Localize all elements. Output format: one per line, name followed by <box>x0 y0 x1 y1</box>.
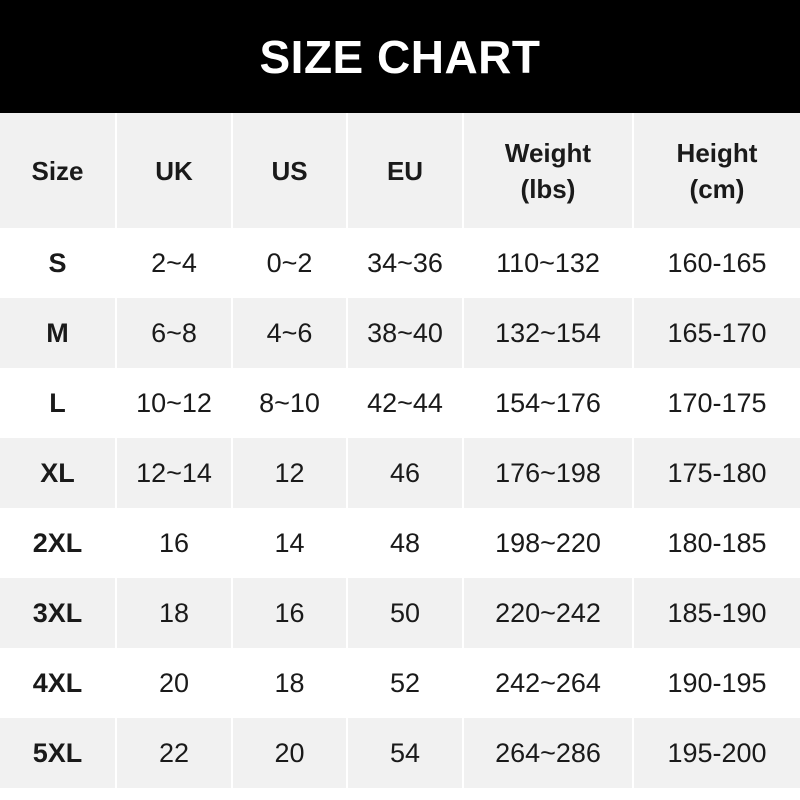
cell-eu: 52 <box>346 648 463 718</box>
cell-weight: 154~176 <box>462 368 633 438</box>
header-us: US <box>231 113 347 228</box>
cell-weight: 132~154 <box>462 298 633 368</box>
cell-weight: 176~198 <box>462 438 633 508</box>
cell-size: 4XL <box>32 667 83 698</box>
size-chart-title: SIZE CHART <box>0 0 800 113</box>
header-label: Weight <box>504 137 592 168</box>
cell-uk: 20 <box>115 648 232 718</box>
header-label: UK <box>155 155 193 186</box>
cell-uk: 22 <box>115 718 232 788</box>
cell-uk: 10~12 <box>115 368 232 438</box>
table-row: 4XL 20 18 52 242~264 190-195 <box>0 648 800 718</box>
cell-weight: 220~242 <box>462 578 633 648</box>
cell-weight: 198~220 <box>462 508 633 578</box>
cell-uk: 12~14 <box>115 438 232 508</box>
header-row: Size UK US EU Weight (lbs) Height (cm) <box>0 113 800 228</box>
cell-uk: 16 <box>115 508 232 578</box>
cell-us: 14 <box>231 508 347 578</box>
cell-height: 175-180 <box>632 438 800 508</box>
cell-us: 18 <box>231 648 347 718</box>
cell-height: 185-190 <box>632 578 800 648</box>
header-label: Size <box>31 155 84 186</box>
header-uk: UK <box>115 113 232 228</box>
cell-weight: 110~132 <box>462 228 633 298</box>
header-label: EU <box>386 155 424 186</box>
cell-height: 190-195 <box>632 648 800 718</box>
cell-size: 3XL <box>32 597 83 628</box>
table-row: XL 12~14 12 46 176~198 175-180 <box>0 438 800 508</box>
header-eu: EU <box>346 113 463 228</box>
cell-height: 170-175 <box>632 368 800 438</box>
header-label: Height <box>676 137 758 168</box>
cell-size: M <box>46 317 69 348</box>
table-row: 5XL 22 20 54 264~286 195-200 <box>0 718 800 788</box>
table-row: 3XL 18 16 50 220~242 185-190 <box>0 578 800 648</box>
cell-eu: 38~40 <box>346 298 463 368</box>
cell-height: 160-165 <box>632 228 800 298</box>
cell-us: 12 <box>231 438 347 508</box>
cell-size: L <box>49 387 66 418</box>
header-unit: (cm) <box>689 173 745 204</box>
cell-weight: 242~264 <box>462 648 633 718</box>
cell-height: 165-170 <box>632 298 800 368</box>
header-label: US <box>271 155 308 186</box>
cell-height: 195-200 <box>632 718 800 788</box>
header-unit: (lbs) <box>520 173 576 204</box>
cell-size: 5XL <box>32 737 83 768</box>
cell-height: 180-185 <box>632 508 800 578</box>
cell-us: 4~6 <box>231 298 347 368</box>
cell-size: XL <box>40 457 75 488</box>
cell-eu: 50 <box>346 578 463 648</box>
cell-eu: 48 <box>346 508 463 578</box>
cell-us: 20 <box>231 718 347 788</box>
cell-size: S <box>48 247 67 278</box>
table-row: L 10~12 8~10 42~44 154~176 170-175 <box>0 368 800 438</box>
table-row: M 6~8 4~6 38~40 132~154 165-170 <box>0 298 800 368</box>
cell-us: 8~10 <box>231 368 347 438</box>
cell-eu: 46 <box>346 438 463 508</box>
cell-size: 2XL <box>32 527 83 558</box>
cell-uk: 18 <box>115 578 232 648</box>
cell-uk: 6~8 <box>115 298 232 368</box>
cell-us: 0~2 <box>231 228 347 298</box>
cell-eu: 34~36 <box>346 228 463 298</box>
table-row: 2XL 16 14 48 198~220 180-185 <box>0 508 800 578</box>
cell-us: 16 <box>231 578 347 648</box>
cell-weight: 264~286 <box>462 718 633 788</box>
size-table: Size UK US EU Weight (lbs) Height (cm) S 2~… <box>0 113 800 788</box>
header-weight: Weight (lbs) <box>462 113 633 228</box>
cell-eu: 42~44 <box>346 368 463 438</box>
header-size: Size <box>0 113 116 228</box>
table-row: S 2~4 0~2 34~36 110~132 160-165 <box>0 228 800 298</box>
cell-eu: 54 <box>346 718 463 788</box>
cell-uk: 2~4 <box>115 228 232 298</box>
header-height: Height (cm) <box>632 113 800 228</box>
